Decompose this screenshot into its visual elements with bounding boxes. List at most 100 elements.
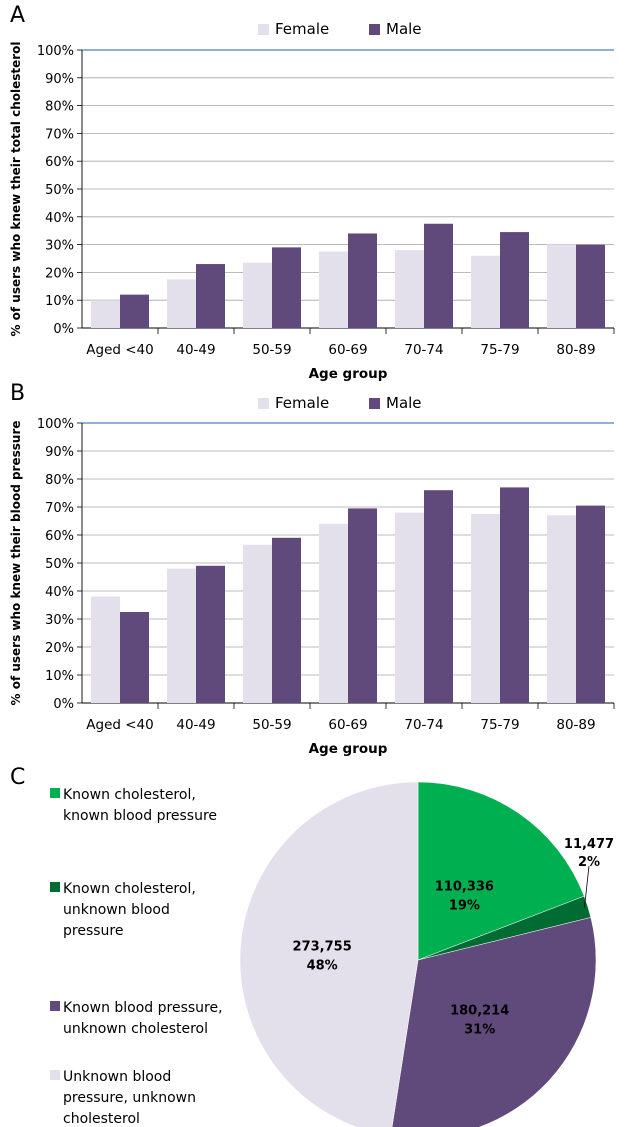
x-tick-label: 80-89 — [556, 717, 595, 733]
bar-female-1 — [167, 568, 196, 703]
y-tick-label: 100% — [37, 44, 74, 59]
pie-pct-label-3: 48% — [307, 959, 338, 974]
bar-male-2 — [272, 537, 301, 703]
pie-value-label-0: 110,336 — [435, 880, 494, 895]
bar-male-4 — [424, 490, 453, 703]
y-tick-label: 90% — [45, 72, 74, 87]
y-tick-label: 40% — [45, 211, 74, 226]
y-tick-label: 10% — [45, 669, 74, 684]
pie-legend-label: known blood pressure — [63, 808, 217, 824]
bar-male-6 — [576, 505, 605, 703]
pie-legend-item: Known blood pressure, unknown cholesterol — [50, 1000, 223, 1037]
pie-slice-2 — [391, 917, 597, 1127]
pie-slice-0 — [417, 781, 585, 961]
bar-male-3 — [348, 233, 377, 328]
panel-a: A Female Male 0% 10% 20% 30% 40% 50% 60% 70% 80% 90%… — [9, 3, 615, 382]
y-tick-label: 70% — [45, 127, 74, 142]
pie-legend-item: Known cholesterol, known blood pressure — [50, 787, 217, 824]
bar-male-3 — [348, 508, 377, 703]
y-tick-label: 70% — [45, 501, 74, 516]
bar-male-0 — [120, 612, 149, 703]
bar-male-6 — [576, 244, 605, 328]
bar-female-0 — [91, 300, 120, 328]
pie-legend-label: pressure, unknown — [63, 1090, 196, 1106]
bar-male-1 — [196, 565, 225, 703]
legend: Female Male — [258, 394, 422, 412]
legend: Female Male — [258, 20, 422, 38]
bar-female-2 — [243, 544, 272, 703]
pie-legend-item: Known cholesterol, unknown blood pressure — [50, 881, 196, 939]
panel-letter: B — [10, 381, 25, 406]
pie-leader-line — [584, 865, 590, 908]
y-tick-label: 60% — [45, 155, 74, 170]
pie-legend-label: Known cholesterol, — [63, 881, 196, 897]
pie-value-label-3: 273,755 — [293, 940, 352, 955]
pie-legend-item: Unknown blood pressure, unknown cholestero… — [50, 1069, 196, 1127]
pie-legend-label: unknown cholesterol — [63, 1021, 208, 1037]
pie-value-label-1: 11,477 — [564, 837, 614, 852]
x-tick-label: 70-74 — [404, 342, 443, 358]
y-tick-label: 100% — [37, 417, 74, 432]
x-tick-label: Aged <40 — [86, 342, 153, 358]
pie-legend-swatch — [50, 882, 60, 892]
y-tick-label: 0% — [53, 697, 74, 712]
y-tick-label: 60% — [45, 529, 74, 544]
legend-swatch-female — [258, 24, 269, 35]
x-tick-label: 80-89 — [556, 342, 595, 358]
y-tick-label: 30% — [45, 239, 74, 254]
x-tick-label: Aged <40 — [86, 717, 153, 733]
legend-label-female: Female — [275, 20, 329, 38]
pie-legend-label: Unknown blood — [63, 1069, 171, 1085]
pie-legend-swatch — [50, 1070, 60, 1080]
pie-legend-swatch — [50, 788, 60, 798]
panel-letter: A — [10, 3, 25, 28]
y-tick-label: 30% — [45, 613, 74, 628]
panel-letter: C — [10, 765, 25, 790]
y-tick-label: 50% — [45, 557, 74, 572]
bar-male-1 — [196, 264, 225, 328]
legend-label-female: Female — [275, 394, 329, 412]
y-tick-label: 0% — [53, 322, 74, 337]
pie-legend-label: pressure — [63, 923, 123, 939]
pie-slice-3 — [239, 781, 419, 1127]
y-tick-label: 80% — [45, 100, 74, 115]
bar-male-0 — [120, 294, 149, 328]
y-tick-label: 20% — [45, 641, 74, 656]
y-tick-label: 50% — [45, 183, 74, 198]
pie-legend-label: Known cholesterol, — [63, 787, 196, 803]
bar-female-4 — [395, 512, 424, 703]
x-tick-label: 75-79 — [480, 342, 519, 358]
pie-pct-label-0: 19% — [449, 899, 480, 914]
x-tick-label: 75-79 — [480, 717, 519, 733]
panel-c: C 110,336 19% 11,477 2% 180,214 31% 273,755 48% K… — [10, 765, 614, 1127]
pie-value-label-2: 180,214 — [450, 1004, 509, 1019]
y-tick-label: 80% — [45, 473, 74, 488]
x-tick-label: 60-69 — [328, 342, 367, 358]
pie-legend-label: Known blood pressure, — [63, 1000, 223, 1016]
y-axis-title: % of users who knew their total choleste… — [9, 41, 23, 336]
bar-male-5 — [500, 232, 529, 328]
bar-female-5 — [471, 514, 500, 703]
y-tick-label: 90% — [45, 445, 74, 460]
x-tick-label: 70-74 — [404, 717, 443, 733]
bar-male-2 — [272, 247, 301, 328]
x-tick-label: 50-59 — [252, 717, 291, 733]
legend-swatch-male — [369, 398, 380, 409]
bar-female-5 — [471, 255, 500, 328]
pie-pct-label-1: 2% — [578, 855, 600, 870]
pie-pct-label-2: 31% — [464, 1023, 495, 1038]
panel-b: B Female Male 0% 10% 20% 30% 40% 50% 60% 70% 80% 90%… — [9, 381, 615, 757]
bar-female-3 — [319, 523, 348, 703]
pie-legend-swatch — [50, 1001, 60, 1011]
legend-label-male: Male — [386, 394, 422, 412]
y-axis-title: % of users who knew their blood pressure — [9, 421, 23, 706]
legend-swatch-male — [369, 24, 380, 35]
bar-female-3 — [319, 251, 348, 328]
bar-female-4 — [395, 250, 424, 328]
y-tick-label: 20% — [45, 266, 74, 281]
bar-female-2 — [243, 262, 272, 328]
bar-male-5 — [500, 487, 529, 703]
bar-female-1 — [167, 279, 196, 328]
y-tick-label: 10% — [45, 294, 74, 309]
